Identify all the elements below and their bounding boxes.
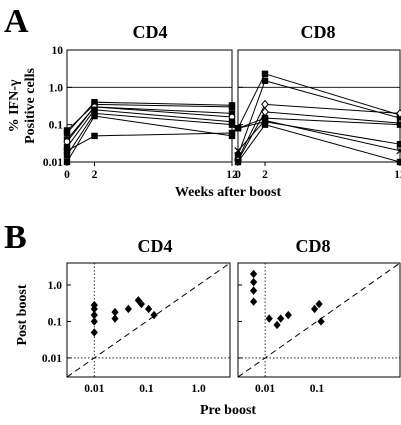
panel-b-left-xtick-label: 1.0 — [191, 383, 206, 395]
panel-b-left-xtick-label: 0.01 — [84, 383, 104, 395]
panel-a-right-data-point — [396, 140, 401, 148]
panel-a-left-data-point — [63, 152, 71, 159]
panel-a-left-xtick-label: 2 — [92, 169, 98, 181]
panel-a-right-title: CD8 — [301, 22, 336, 42]
panel-a-right-xtick-label: 0 — [235, 169, 241, 181]
panel-b-right-title: CD8 — [296, 236, 331, 256]
panel-b-right-data-point — [315, 299, 323, 309]
panel-a-right-data-point — [234, 158, 242, 166]
panel-b-right-data-point — [273, 320, 281, 330]
panel-b-left-data-point — [90, 304, 98, 314]
panel-a-right-data-point — [261, 114, 269, 122]
panel-b-left-frame — [66, 262, 231, 378]
panel-b-left-xtick-label: 0.1 — [139, 383, 154, 395]
panel-a-letter: A — [4, 3, 29, 40]
panel-b-left-data-point — [124, 304, 132, 314]
chart-marks: 101.00.10.01021202121.00.10.010.010.11.0… — [42, 45, 401, 395]
panel-b-left-data-point — [150, 310, 158, 320]
panel-b-ylabel: Post boost — [15, 284, 30, 345]
panel-a-ytick-label: 1.0 — [49, 82, 64, 94]
panel-a-right-data-point — [261, 99, 269, 109]
panel-a-right-data-point — [396, 114, 401, 122]
panel-a-right-xtick-label: 2 — [262, 169, 268, 181]
panel-a-left-xtick-label: 0 — [64, 169, 70, 181]
panel-b-right-data-point — [265, 314, 273, 323]
panel-b-left-title: CD4 — [138, 236, 173, 256]
panel-a-right-data-point — [396, 121, 401, 128]
panel-b-left-data-point — [137, 299, 145, 309]
panel-a-left-data-point — [228, 121, 236, 128]
panel-b-ytick-label: 0.1 — [48, 316, 63, 328]
panel-b-right-frame — [237, 262, 401, 378]
panel-b-right-xtick-label: 0.1 — [310, 383, 325, 395]
panel-a-right-data-point — [261, 121, 269, 128]
panel-a-right-data-point — [396, 147, 401, 155]
panel-a-left-data-point — [63, 158, 71, 166]
panel-b-right-data-point — [284, 310, 292, 320]
panel-a-left-data-point — [63, 127, 71, 134]
panel-a-left-data-point — [228, 129, 236, 137]
panel-b-right-data-point — [317, 317, 325, 326]
panel-a-right-data-point — [261, 70, 269, 78]
panel-b-right-data-point — [310, 304, 319, 314]
panel-a-left-data-point — [91, 112, 98, 120]
panel-b-right-xtick-label: 0.01 — [255, 383, 275, 395]
panel-b-ytick-label: 1.0 — [48, 280, 63, 292]
panel-a-left-xtick-label: 12 — [226, 169, 238, 181]
panel-a-left-data-point — [63, 143, 71, 151]
panel-b-left-identity-line — [66, 262, 231, 378]
panel-a-left-data-point — [91, 106, 98, 114]
panel-b-left-data-point — [90, 328, 98, 337]
panel-a-right-xtick-label: 12 — [394, 169, 401, 181]
panel-b-left-data-point — [90, 310, 98, 320]
panel-b-right-identity-line — [237, 262, 401, 378]
panel-a-left-title: CD4 — [133, 22, 168, 42]
panel-a-left-data-point — [63, 147, 71, 154]
panel-b-left-data-point — [90, 317, 98, 326]
panel-b-letter: B — [4, 219, 27, 256]
panel-b-right-data-point — [250, 286, 258, 295]
panel-b-right-data-point — [250, 277, 258, 287]
panel-a-left-data-point — [228, 110, 236, 117]
panel-b-right-data-point — [250, 269, 258, 279]
panel-a-ytick-label: 0.01 — [43, 157, 63, 169]
panel-a-left-data-point — [228, 103, 236, 111]
panel-a-right-data-point — [234, 147, 242, 155]
panel-b-ytick-label: 0.01 — [42, 353, 62, 365]
panel-a-xlabel: Weeks after boost — [175, 185, 282, 200]
panel-a-right-data-point — [396, 158, 401, 166]
panel-b-right-data-point — [277, 314, 285, 323]
panel-a-right-data-point — [396, 108, 401, 119]
panel-a-ylabel-line2: Positive cells — [23, 68, 38, 144]
panel-a-right-data-point — [234, 125, 242, 132]
panel-a-ylabel-line1: % IFN-γ — [7, 79, 22, 132]
panel-a-ytick-label: 10 — [52, 45, 64, 57]
panel-a-right-data-point — [261, 77, 269, 84]
panel-b-left-data-point — [144, 304, 153, 314]
panel-b-left-data-point — [111, 307, 119, 317]
panel-b-right-data-point — [250, 297, 258, 306]
panel-a-right-frame — [237, 49, 401, 163]
panel-a-ytick-label: 0.1 — [49, 120, 64, 132]
panel-b-left-data-point — [111, 314, 119, 323]
panel-b-xlabel: Pre boost — [200, 403, 256, 418]
panel-a-left-data-point — [91, 132, 98, 140]
